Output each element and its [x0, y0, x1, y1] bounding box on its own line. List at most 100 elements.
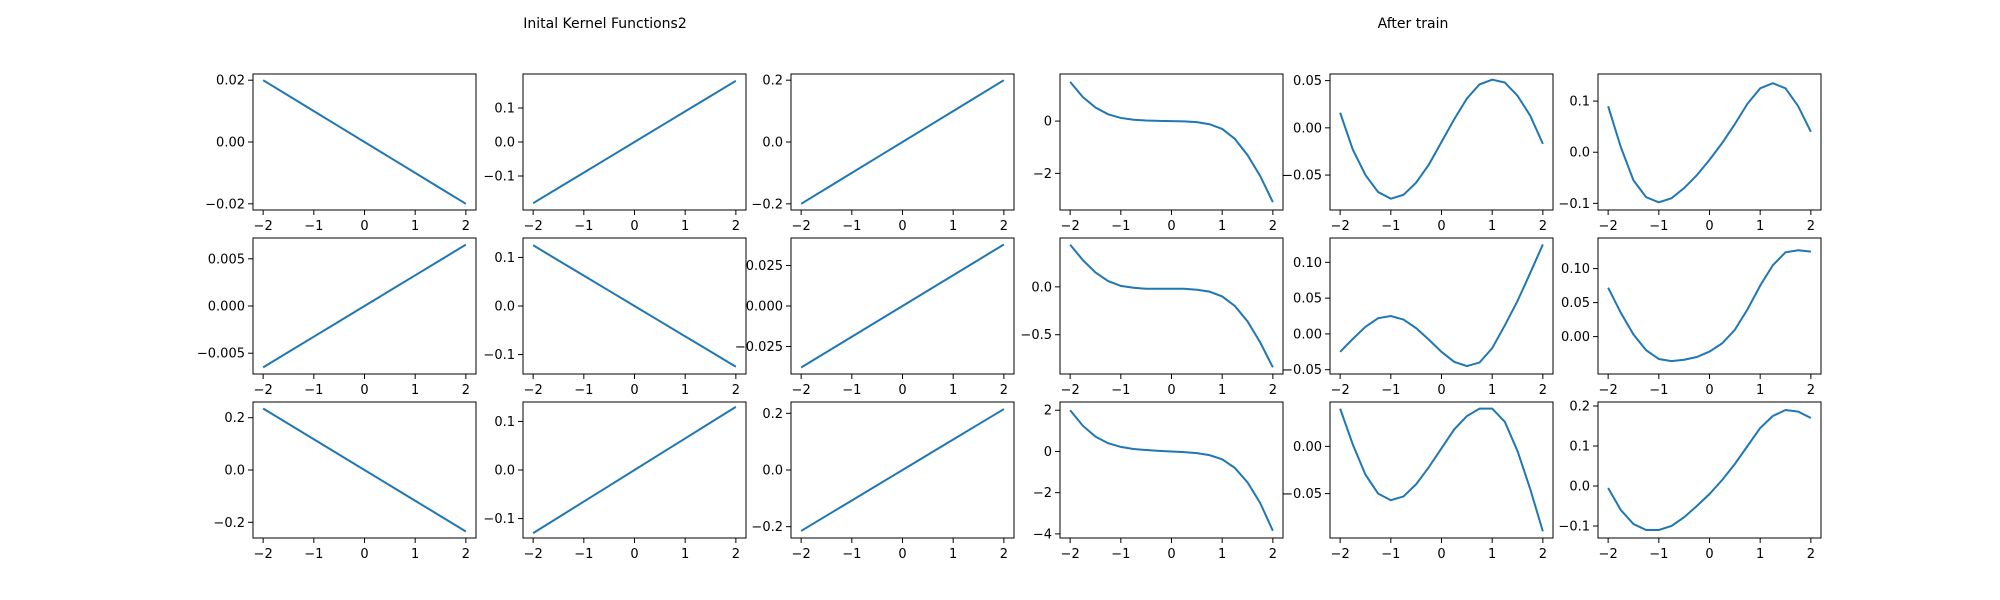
- x-tick-label: −2: [254, 219, 273, 234]
- kernel-line: [1069, 81, 1274, 203]
- y-tick-label: 0.10: [1293, 256, 1322, 271]
- kernel-line: [262, 407, 467, 533]
- kernel-line: [800, 408, 1005, 532]
- y-tick-label: 0.05: [1293, 292, 1322, 307]
- kernel-line: [262, 79, 467, 205]
- x-tick-label: −1: [1649, 383, 1668, 398]
- y-tick-label: 0.000: [208, 300, 245, 315]
- x-tick-label: −1: [842, 383, 861, 398]
- x-tick-label: 2: [462, 219, 470, 234]
- y-tick-label: 0.05: [1561, 296, 1590, 311]
- kernel-line: [800, 79, 1005, 205]
- y-tick-label: 0.00: [1561, 330, 1590, 345]
- x-tick-label: 1: [949, 219, 957, 234]
- x-tick-label: 2: [462, 383, 470, 398]
- y-tick-label: −0.05: [1282, 363, 1322, 378]
- y-tick-label: 0.1: [494, 102, 515, 117]
- axes-frame: [252, 237, 477, 375]
- x-tick-label: −1: [1381, 383, 1400, 398]
- x-tick-label: 1: [949, 547, 957, 562]
- subplot-after-r1-c1: −2 −1 0 1 2 0.10 0.05 0.00 −0.05: [1282, 237, 1554, 398]
- kernel-line: [1069, 409, 1274, 532]
- x-tick-label: −2: [1599, 219, 1618, 234]
- y-tick-label: 0.0: [762, 464, 783, 479]
- x-tick-label: 0: [360, 219, 368, 234]
- y-tick-label: 0.00: [1293, 440, 1322, 455]
- axes-frame: [790, 237, 1015, 375]
- x-tick-label: −1: [1381, 219, 1400, 234]
- axes-frame: [252, 73, 477, 211]
- x-tick-label: 1: [1218, 547, 1226, 562]
- x-tick-label: 0: [898, 383, 906, 398]
- y-tick-label: −0.5: [1020, 328, 1052, 343]
- x-tick-label: −2: [1331, 547, 1350, 562]
- subplot-after-r0-c2: −2 −1 0 1 2 0.1 0.0 −0.1: [1558, 73, 1822, 234]
- y-tick-label: 0.1: [494, 415, 515, 430]
- y-tick-label: 0.2: [1569, 400, 1590, 415]
- x-tick-label: 0: [1167, 547, 1175, 562]
- y-tick-label: 0.2: [762, 407, 783, 422]
- x-tick-label: 0: [360, 547, 368, 562]
- y-tick-label: −0.02: [205, 197, 245, 212]
- x-tick-label: −1: [304, 219, 323, 234]
- y-tick-label: −0.005: [197, 347, 245, 362]
- subplot-after-r0-c1: −2 −1 0 1 2 0.05 0.00 −0.05: [1282, 73, 1554, 234]
- x-tick-label: 1: [411, 383, 419, 398]
- x-tick-label: 1: [1756, 383, 1764, 398]
- kernel-line: [262, 243, 467, 369]
- axes-frame: [1059, 73, 1284, 211]
- x-tick-label: −2: [1331, 219, 1350, 234]
- axes-frame: [1329, 401, 1554, 539]
- figure-title-after: After train: [1378, 16, 1449, 32]
- x-tick-label: −2: [1061, 547, 1080, 562]
- x-tick-label: 1: [1488, 383, 1496, 398]
- y-tick-label: −2: [1033, 486, 1052, 501]
- kernel-line: [1069, 244, 1274, 368]
- kernel-line: [532, 406, 737, 534]
- axes-frame: [1597, 401, 1822, 539]
- x-tick-label: −1: [574, 219, 593, 234]
- kernel-line: [1607, 408, 1812, 531]
- x-tick-label: −2: [1061, 383, 1080, 398]
- x-tick-label: 0: [1437, 383, 1445, 398]
- axes-frame: [1059, 237, 1284, 375]
- x-tick-label: 0: [360, 383, 368, 398]
- subplot-initial-r2-c1: −2 −1 0 1 2 0.1 0.0 −0.1: [483, 401, 747, 562]
- y-tick-label: 0.025: [746, 259, 783, 274]
- x-tick-label: −1: [574, 383, 593, 398]
- axes-frame: [1329, 73, 1554, 211]
- x-tick-label: 2: [732, 383, 740, 398]
- x-tick-label: −1: [1649, 547, 1668, 562]
- x-tick-label: −1: [574, 547, 593, 562]
- kernel-line: [532, 244, 737, 368]
- subplot-after-r0-c0: −2 −1 0 1 2 0 −2: [1033, 73, 1284, 234]
- x-tick-label: 1: [1218, 383, 1226, 398]
- y-tick-label: 0.1: [1569, 95, 1590, 110]
- y-tick-label: 0.0: [1569, 480, 1590, 495]
- y-tick-label: 0.10: [1561, 262, 1590, 277]
- y-tick-label: −0.025: [735, 340, 783, 355]
- y-tick-label: 0.005: [208, 252, 245, 267]
- x-tick-label: −2: [792, 219, 811, 234]
- subplot-initial-r1-c2: −2 −1 0 1 2 0.025 0.000 −0.025: [735, 237, 1015, 398]
- y-tick-label: −0.1: [483, 348, 515, 363]
- figure-title-initial: Inital Kernel Functions2: [523, 16, 686, 32]
- subplot-after-r2-c1: −2 −1 0 1 2 0.00 −0.05: [1282, 401, 1554, 562]
- x-tick-label: 1: [1756, 219, 1764, 234]
- x-tick-label: −2: [1599, 383, 1618, 398]
- y-tick-label: 0.0: [494, 300, 515, 315]
- x-tick-label: 0: [898, 547, 906, 562]
- subplot-after-r2-c0: −2 −1 0 1 2 2 0 −2 −4: [1033, 401, 1284, 562]
- y-tick-label: 0.0: [494, 464, 515, 479]
- axes-frame: [522, 401, 747, 539]
- x-tick-label: 1: [1218, 219, 1226, 234]
- x-tick-label: −1: [1111, 219, 1130, 234]
- x-tick-label: 2: [1000, 219, 1008, 234]
- y-tick-label: −4: [1033, 527, 1052, 542]
- x-tick-label: −2: [524, 383, 543, 398]
- y-tick-label: 0.0: [1031, 280, 1052, 295]
- x-tick-label: −2: [792, 547, 811, 562]
- x-tick-label: 1: [1756, 547, 1764, 562]
- x-tick-label: 0: [1705, 547, 1713, 562]
- x-tick-label: 2: [1807, 219, 1815, 234]
